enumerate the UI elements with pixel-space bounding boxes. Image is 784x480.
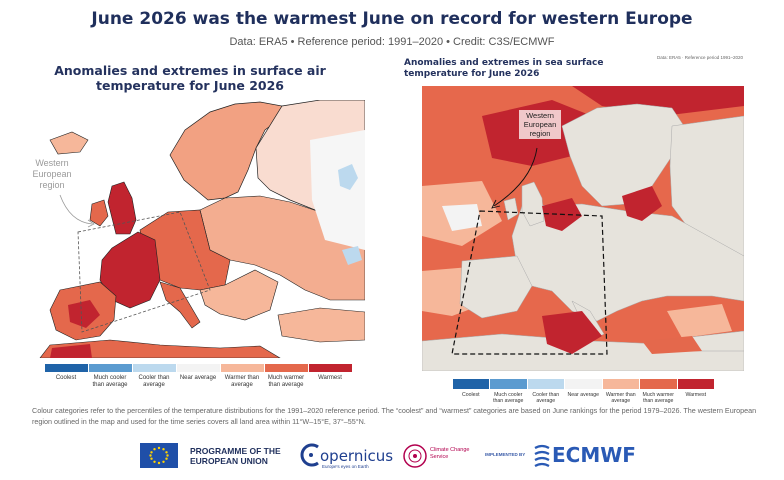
north-africa-land [39,339,281,358]
legend-item-much-warmer: Much warmer than average [640,379,678,404]
legend-swatch [565,379,602,389]
balkans-land [199,269,279,321]
ecmwf-name: ECMWF [552,443,636,467]
legend-item-near-average: Near average [565,379,603,404]
legend-item-coolest: Coolest [452,379,490,404]
legend-label: Warmer than average [224,375,260,388]
legend-swatch [264,364,308,372]
legend-item-coolest: Coolest [44,364,88,389]
legend-label: Much cooler than average [92,375,128,388]
left-region-label: Western European region [32,158,72,190]
implemented-by-text: IMPLEMENTED BY [485,452,526,457]
baltic-blue-patch [338,164,358,190]
legend-item-much-warmer: Much warmer than average [264,364,308,389]
legend-label: Cooler than average [138,375,170,388]
legend-swatch [677,379,714,389]
legend-item-much-cooler: Much cooler than average [490,379,528,404]
legend-label: Cooler than average [532,392,560,404]
legend-label: Warmest [685,392,707,398]
legend-label: Much warmer than average [267,375,305,388]
legend-item-warmer: Warmer than average [602,379,640,404]
legend-label: Coolest [461,392,480,398]
right-region-label: Western European region [519,110,561,139]
legend-swatch [220,364,264,372]
great-britain-land [107,181,137,235]
eu-flag-icon [140,443,178,468]
legend-label: Warmer than average [605,392,636,404]
legend-swatch [640,379,677,389]
iceland-land [49,131,89,155]
c3s-logo-icon [403,444,427,468]
right-panel-title: Anomalies and extremes in sea surface te… [404,58,604,79]
copernicus-tagline: Europe's eyes on Earth [322,464,369,469]
legend-item-near-average: Near average [176,364,220,389]
italy-land [159,281,201,329]
russia-blue-patch [342,246,362,265]
black-sea-pale [667,304,732,338]
legend-label: Near average [179,375,217,381]
russia-east-patch [310,130,365,250]
turkey-land [277,307,365,343]
iberia-land [459,255,533,319]
eu-programme-text: PROGRAMME OF THE EUROPEAN UNION [190,446,281,466]
western-europe-region-outline [77,211,211,333]
ecmwf-logo-icon [534,444,550,467]
legend-swatch [44,364,88,372]
uk-land [521,181,545,227]
region-pointer-arrow [59,194,93,225]
western-europe-region-outline [451,210,608,355]
sea-surface-temperature-map [422,86,744,371]
scandinavia-land [561,103,685,207]
east-med-patch [642,336,702,354]
legend-item-warmest: Warmest [308,364,352,389]
iberia-warmest-patch [68,300,100,328]
legend-label: Coolest [55,375,77,381]
right-panel-source: Data: ERA5 · Reference period 1991–2020 [657,55,744,60]
legend-swatch [88,364,132,372]
north-africa-warmest [50,344,92,358]
region-pointer-arrow [493,147,538,207]
subtitle: Data: ERA5 • Reference period: 1991–2020… [229,36,555,48]
baltic-sea-warmest [622,186,662,221]
legend-item-cooler: Cooler than average [132,364,176,389]
left-legend: Coolest Much cooler than average Cooler … [44,364,352,389]
footnote: Colour categories refer to the percentil… [32,406,757,426]
legend-label: Near average [567,392,599,398]
c3s-text: Climate Change Service [430,447,470,460]
legend-label: Much warmer than average [642,392,674,404]
legend-swatch [490,379,527,389]
legend-item-much-cooler: Much cooler than average [88,364,132,389]
legend-item-cooler: Cooler than average [527,379,565,404]
legend-swatch [132,364,176,372]
ireland-land [89,199,109,227]
legend-item-warmest: Warmest [677,379,715,404]
legend-label: Much cooler than average [493,392,524,404]
scandinavia-land [169,101,283,201]
legend-item-warmer: Warmer than average [220,364,264,389]
ireland-land [503,197,519,221]
copernicus-logo-icon [300,443,319,467]
copernicus-name: opernicus [320,447,394,465]
main-title: June 2026 was the warmest June on record… [91,9,693,29]
left-panel-title: Anomalies and extremes in surface air te… [54,63,326,93]
legend-label: Warmest [318,375,342,381]
france-land [99,231,161,309]
legend-swatch [176,364,220,372]
legend-swatch [308,364,352,372]
legend-swatch [527,379,564,389]
west-med-warmest [542,311,602,354]
right-legend: Coolest Much cooler than average Cooler … [452,379,715,404]
norwegian-sea-warmest [572,86,744,116]
air-temperature-map [20,100,365,358]
legend-swatch [452,379,489,389]
atlantic-near-average [442,204,482,231]
legend-swatch [602,379,639,389]
